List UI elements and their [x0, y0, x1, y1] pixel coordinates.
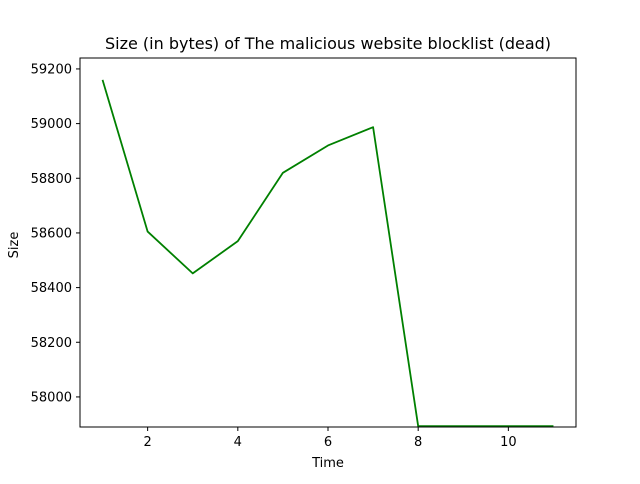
y-axis-label: Size — [7, 232, 22, 259]
y-tick-label: 58000 — [31, 390, 72, 405]
y-tick-label: 58200 — [31, 336, 72, 351]
y-tick-label: 59000 — [31, 117, 72, 132]
y-tick-label: 58600 — [31, 226, 72, 241]
x-tick-label: 8 — [414, 435, 422, 450]
x-tick-label: 2 — [143, 435, 151, 450]
x-tick-label: 10 — [500, 435, 517, 450]
series-line — [101, 79, 554, 428]
x-axis-label: Time — [311, 456, 344, 471]
y-axis-ticks: 58000 58200 58400 58600 58800 59000 59200 — [31, 62, 80, 405]
plot-frame — [79, 57, 577, 428]
x-tick-label: 6 — [324, 435, 332, 450]
chart-title: Size (in bytes) of The malicious website… — [105, 34, 551, 53]
y-tick-label: 58400 — [31, 281, 72, 296]
y-tick-label: 58800 — [31, 172, 72, 187]
x-axis-ticks: 2 4 6 8 10 — [143, 427, 517, 450]
x-tick-label: 4 — [234, 435, 242, 450]
series-layer — [101, 79, 554, 428]
y-tick-label: 59200 — [31, 62, 72, 77]
